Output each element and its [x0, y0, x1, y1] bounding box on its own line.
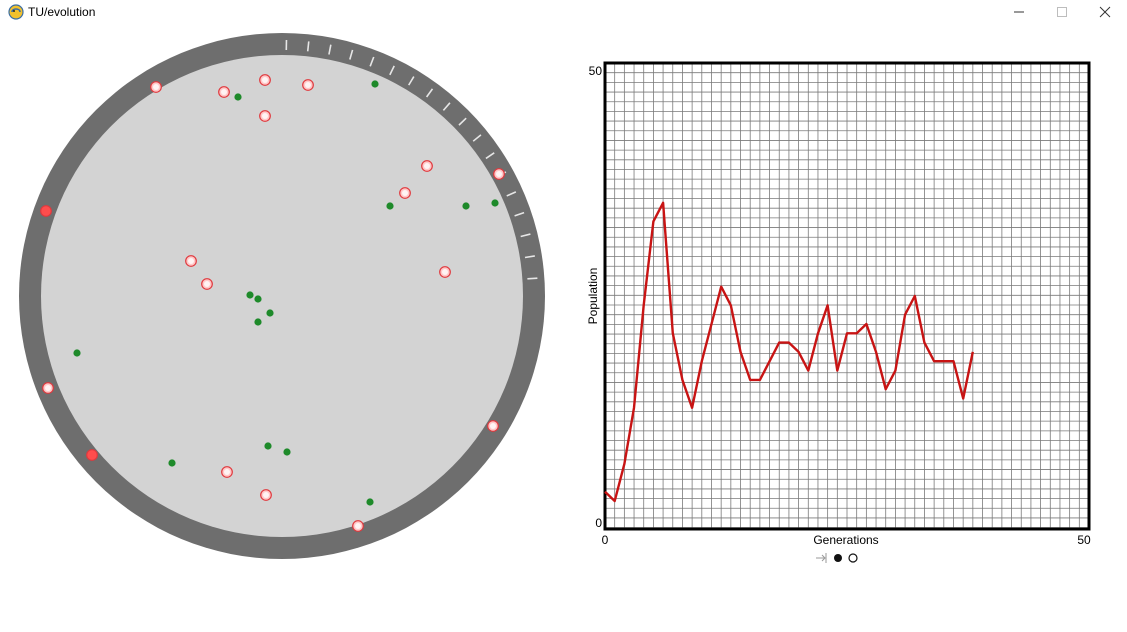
ring-tick — [425, 88, 434, 98]
close-button[interactable] — [1083, 0, 1127, 24]
chart-grid — [604, 62, 1090, 529]
creature — [40, 205, 52, 217]
chart-frame — [603, 61, 1091, 531]
food-pellet — [283, 448, 291, 456]
food-pellet — [254, 295, 262, 303]
step-forward-icon — [816, 553, 827, 563]
food-pellet — [254, 318, 262, 326]
creature — [150, 81, 162, 93]
creature — [352, 520, 364, 532]
food-pellet — [168, 459, 176, 467]
food-pellet — [462, 202, 470, 210]
ring-tick — [349, 49, 354, 60]
ring-tick — [408, 76, 415, 86]
population-line — [604, 201, 974, 503]
population-chart: 50 0 0 50 Generations Population — [586, 61, 1091, 564]
minimize-button[interactable] — [996, 0, 1040, 24]
simulation-arena — [19, 33, 545, 559]
minimize-icon — [1014, 11, 1024, 13]
window-title: TU/evolution — [28, 5, 96, 19]
food-pellet — [234, 93, 242, 101]
food-pellet — [73, 349, 81, 357]
creature — [185, 255, 197, 267]
food-pellet — [266, 309, 274, 317]
food-pellet — [366, 498, 374, 506]
close-icon — [1099, 6, 1111, 18]
ring-tick — [520, 233, 531, 238]
creature — [259, 110, 271, 122]
creature — [399, 187, 411, 199]
x-tick-max: 50 — [1077, 533, 1091, 547]
maximize-button[interactable] — [1040, 0, 1084, 24]
creature — [421, 160, 433, 172]
creature — [86, 449, 98, 461]
x-tick-min: 0 — [602, 533, 609, 547]
food-pellet — [264, 442, 272, 450]
ring-tick — [458, 117, 467, 126]
y-axis-label: Population — [586, 268, 600, 325]
creature — [493, 168, 505, 180]
ring-tick — [485, 152, 495, 160]
creature — [260, 489, 272, 501]
ring-tick — [306, 41, 310, 52]
hollow-dot-icon[interactable] — [848, 553, 858, 563]
creature-layer — [40, 74, 505, 532]
creature — [439, 266, 451, 278]
ring-tick — [389, 65, 395, 76]
ring-tick — [524, 255, 535, 259]
creature — [218, 86, 230, 98]
title-bar: TU/evolution — [0, 0, 1127, 24]
ring-tick — [369, 56, 375, 67]
ring-tick — [472, 134, 482, 142]
ring-tick — [442, 102, 451, 111]
food-pellet — [371, 80, 379, 88]
snake-app-icon — [8, 4, 24, 20]
creature — [302, 79, 314, 91]
ring-tick — [328, 44, 332, 55]
ring-tick — [514, 211, 525, 217]
y-tick-max: 50 — [589, 64, 603, 78]
maximize-icon — [1057, 7, 1067, 17]
ring-tick — [527, 277, 538, 280]
filled-dot-icon[interactable] — [834, 554, 842, 562]
creature — [42, 382, 54, 394]
step-forward-button[interactable] — [814, 550, 828, 564]
food-pellet — [386, 202, 394, 210]
food-pellet — [491, 199, 499, 207]
food-pellet — [246, 291, 254, 299]
creature — [221, 466, 233, 478]
creature — [201, 278, 213, 290]
y-tick-min: 0 — [595, 516, 602, 530]
ring-tick — [506, 191, 517, 197]
x-axis-label: Generations — [813, 533, 878, 547]
creature — [259, 74, 271, 86]
creature — [487, 420, 499, 432]
food-layer — [73, 80, 499, 506]
arena-floor — [41, 55, 523, 537]
